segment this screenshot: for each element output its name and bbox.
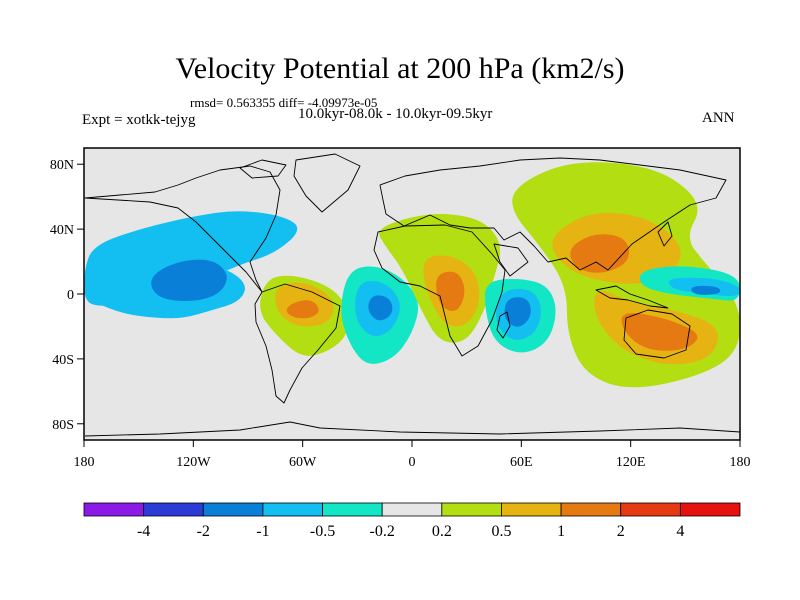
lon-tick-label: 120E xyxy=(616,455,646,470)
lon-tick-label: 60E xyxy=(510,455,533,470)
colorbar-label: -1 xyxy=(256,523,269,540)
contour-east-pacific-negative-1 xyxy=(151,259,227,301)
contour-atlantic-negative-1 xyxy=(368,295,393,321)
australia-coast xyxy=(623,309,691,359)
colorbar-label: 2 xyxy=(617,523,625,540)
colorbar-label: 0.5 xyxy=(491,523,511,540)
stats-label: rmsd= 0.563355 diff= -4.09973e-05 xyxy=(190,95,378,110)
lon-tick-label: 180 xyxy=(74,455,95,470)
lon-tick-label: 0 xyxy=(409,455,416,470)
experiment-label: Expt = xotkk-tejyg xyxy=(82,112,196,128)
north-america-coast xyxy=(84,165,281,293)
greenland-coast xyxy=(293,153,361,213)
lat-tick-label: 0 xyxy=(67,288,74,303)
colorbar-swatch xyxy=(620,502,681,517)
antarctica-coast xyxy=(84,421,741,437)
season-label: ANN xyxy=(702,110,735,126)
colorbar-label: 0.2 xyxy=(432,523,452,540)
colorbar-swatch xyxy=(202,502,264,517)
contour-fields xyxy=(84,162,740,388)
colorbar-swatch xyxy=(262,502,323,517)
contour-indian-ocean-negative-1 xyxy=(504,297,531,327)
africa-coast xyxy=(373,224,506,357)
contour-australia-positive-1 xyxy=(621,313,698,351)
eurasia-coast xyxy=(379,157,727,271)
japan-coast xyxy=(657,221,673,247)
contour-africa-positive-1 xyxy=(436,271,465,311)
colorbar-swatch xyxy=(441,502,502,517)
period-label: 10.0kyr-08.0k - 10.0kyr-09.5kyr xyxy=(298,106,493,122)
latitude-ticks: 80N 40N 0 40S 80S xyxy=(50,158,84,433)
colorbar-label: -0.2 xyxy=(370,523,395,540)
lat-tick-label: 80N xyxy=(50,158,74,173)
colorbar-swatch xyxy=(381,502,443,517)
colorbar-swatch xyxy=(143,502,204,517)
colorbar-swatch xyxy=(83,502,145,517)
madagascar-coast xyxy=(496,311,511,339)
lat-tick-label: 40S xyxy=(52,353,74,368)
arabia-coast xyxy=(493,243,529,277)
colorbar-label: 1 xyxy=(557,523,565,540)
longitude-ticks: 180 120W 60W 0 60E 120E 180 xyxy=(74,440,751,470)
contour-west-pacific-negative-1 xyxy=(691,285,721,295)
canadian-islands-coast xyxy=(239,159,287,179)
chart-title: Velocity Potential at 200 hPa (km2/s) xyxy=(175,52,625,85)
colorbar-swatch xyxy=(322,502,383,517)
colorbar xyxy=(83,502,741,517)
lon-tick-label: 60W xyxy=(289,455,317,470)
lat-tick-label: 40N xyxy=(50,223,74,238)
colorbar-swatch xyxy=(501,502,562,517)
colorbar-label: -2 xyxy=(197,523,210,540)
lat-tick-label: 80S xyxy=(52,418,74,433)
colorbar-label: -0.5 xyxy=(310,523,335,540)
colorbar-labels: -4 -2 -1 -0.5 -0.2 0.2 0.5 1 2 4 xyxy=(137,523,684,540)
lon-tick-label: 120W xyxy=(176,455,211,470)
colorbar-label: -4 xyxy=(137,523,150,540)
maritime-continent-coast xyxy=(595,285,669,309)
colorbar-label: 4 xyxy=(676,523,684,540)
south-america-coast xyxy=(254,283,341,404)
contour-south-america-positive-1 xyxy=(286,300,319,319)
coastlines xyxy=(84,153,741,437)
lon-tick-label: 180 xyxy=(730,455,751,470)
colorbar-swatch xyxy=(560,502,622,517)
colorbar-swatch xyxy=(679,502,741,517)
